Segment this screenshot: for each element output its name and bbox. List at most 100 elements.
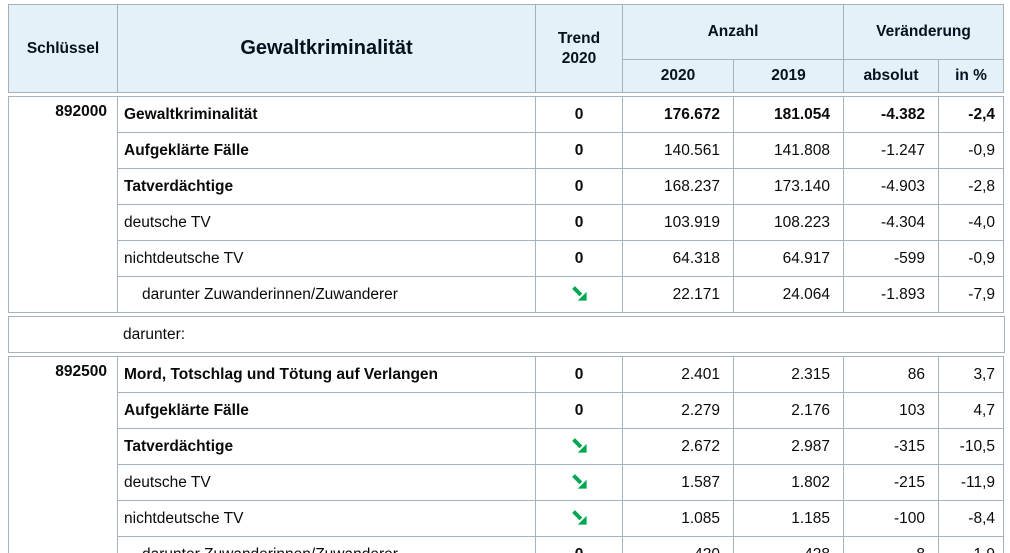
value-2019-cell: 64.917 — [733, 240, 844, 277]
trend-stable-value: 0 — [574, 249, 584, 267]
label-cell: Tatverdächtige — [117, 168, 536, 205]
table-row: 892000 Gewaltkriminalität 0 176.672 181.… — [8, 96, 1004, 313]
trend-cell: 0 — [535, 536, 623, 553]
trend-stable-value: 0 — [574, 365, 584, 383]
value-2019-cell: 173.140 — [733, 168, 844, 205]
change-percent-cell: -11,9 — [938, 464, 1004, 501]
trend-cell: 0 — [535, 132, 623, 169]
value-2019-cell: 1.185 — [733, 500, 844, 537]
table-row: Tatverdächtige 0 168.237 173.140 -4.903 … — [9, 168, 1004, 205]
change-percent-cell: -0,9 — [938, 240, 1004, 277]
section-table-892500: 892500 Mord, Totschlag und Tötung auf Ve… — [8, 356, 1004, 553]
value-2019-cell: 2.315 — [733, 356, 844, 393]
column-header-percent: in % — [938, 59, 1004, 93]
change-absolute-cell: -4.903 — [843, 168, 939, 205]
change-percent-cell: -7,9 — [938, 276, 1004, 313]
label-cell: deutsche TV — [117, 464, 536, 501]
header-row-groups: Schlüssel Gewaltkriminalität Trend 2020 … — [8, 4, 1004, 93]
statistics-page: Schlüssel Gewaltkriminalität Trend 2020 … — [8, 4, 1010, 553]
column-header-trend: Trend 2020 — [535, 4, 623, 93]
change-percent-cell: -10,5 — [938, 428, 1004, 465]
change-percent-cell: 4,7 — [938, 392, 1004, 429]
change-absolute-cell: -315 — [843, 428, 939, 465]
change-percent-cell: -4,0 — [938, 204, 1004, 241]
table-row: nichtdeutsche TV 0 64.318 64.917 -599 -0… — [9, 240, 1004, 277]
value-2019-cell: 141.808 — [733, 132, 844, 169]
trend-cell: 0 — [535, 392, 623, 429]
table-title: Gewaltkriminalität — [117, 4, 536, 93]
trend-down-icon — [571, 438, 587, 453]
trend-stable-value: 0 — [574, 213, 584, 231]
table-row: 892500 Mord, Totschlag und Tötung auf Ve… — [8, 356, 1004, 553]
trend-cell — [535, 428, 623, 465]
change-percent-cell: 3,7 — [938, 356, 1004, 393]
key-cell: 892500 — [8, 356, 118, 553]
trend-down-icon — [571, 510, 587, 525]
value-2019-cell: 108.223 — [733, 204, 844, 241]
change-absolute-cell: -100 — [843, 500, 939, 537]
value-2020-cell: 2.401 — [622, 356, 734, 393]
change-percent-cell: -2,4 — [938, 96, 1004, 133]
trend-cell — [535, 464, 623, 501]
separator-table: darunter: — [8, 316, 1005, 353]
table-row: deutsche TV 1.587 1.802 -215 -11,9 — [9, 464, 1004, 501]
label-cell: Aufgeklärte Fälle — [117, 132, 536, 169]
value-2020-cell: 22.171 — [622, 276, 734, 313]
value-2020-cell: 140.561 — [622, 132, 734, 169]
table-row: darunter Zuwanderinnen/Zuwanderer 22.171… — [9, 276, 1004, 313]
table-row: nichtdeutsche TV 1.085 1.185 -100 -8,4 — [9, 500, 1004, 537]
header-table: Schlüssel Gewaltkriminalität Trend 2020 … — [8, 4, 1004, 93]
trend-stable-value: 0 — [574, 141, 584, 159]
change-absolute-cell: 86 — [843, 356, 939, 393]
trend-cell — [535, 276, 623, 313]
value-2019-cell: 1.802 — [733, 464, 844, 501]
change-absolute-cell: -4.304 — [843, 204, 939, 241]
label-cell: Tatverdächtige — [117, 428, 536, 465]
trend-header-line1: Trend — [557, 30, 601, 48]
section-table-892000: 892000 Gewaltkriminalität 0 176.672 181.… — [8, 96, 1004, 313]
table-row: deutsche TV 0 103.919 108.223 -4.304 -4,… — [9, 204, 1004, 241]
value-2019-cell: 181.054 — [733, 96, 844, 133]
table-row: darunter Zuwanderinnen/Zuwanderer 0 420 … — [9, 536, 1004, 553]
separator-label: darunter: — [8, 316, 1005, 353]
value-2020-cell: 1.085 — [622, 500, 734, 537]
key-cell: 892000 — [8, 96, 118, 313]
trend-cell — [535, 500, 623, 537]
change-absolute-cell: -1.247 — [843, 132, 939, 169]
value-2019-cell: 2.987 — [733, 428, 844, 465]
group-header-change: Veränderung — [843, 4, 1004, 60]
value-2020-cell: 2.279 — [622, 392, 734, 429]
value-2019-cell: 2.176 — [733, 392, 844, 429]
change-absolute-cell: -8 — [843, 536, 939, 553]
value-2020-cell: 168.237 — [622, 168, 734, 205]
change-absolute-cell: -1.893 — [843, 276, 939, 313]
trend-cell: 0 — [535, 168, 623, 205]
value-2020-cell: 420 — [622, 536, 734, 553]
change-absolute-cell: -215 — [843, 464, 939, 501]
table-row: Aufgeklärte Fälle 0 2.279 2.176 103 4,7 — [9, 392, 1004, 429]
value-2020-cell: 103.919 — [622, 204, 734, 241]
table-row: Tatverdächtige 2.672 2.987 -315 -10,5 — [9, 428, 1004, 465]
value-2020-cell: 2.672 — [622, 428, 734, 465]
label-cell: Aufgeklärte Fälle — [117, 392, 536, 429]
change-percent-cell: -2,8 — [938, 168, 1004, 205]
column-header-absolute: absolut — [843, 59, 939, 93]
trend-stable-value: 0 — [574, 177, 584, 195]
change-percent-cell: -1,9 — [938, 536, 1004, 553]
separator-row: darunter: — [8, 316, 1005, 353]
trend-stable-value: 0 — [574, 105, 584, 123]
trend-stable-value: 0 — [575, 546, 584, 553]
label-cell: nichtdeutsche TV — [117, 500, 536, 537]
change-absolute-cell: -4.382 — [843, 96, 939, 133]
change-absolute-cell: 103 — [843, 392, 939, 429]
trend-cell: 0 — [535, 356, 623, 393]
column-header-key: Schlüssel — [8, 4, 118, 93]
value-2019-cell: 24.064 — [733, 276, 844, 313]
change-percent-cell: -8,4 — [938, 500, 1004, 537]
value-2020-cell: 64.318 — [622, 240, 734, 277]
value-2019-cell: 428 — [733, 536, 844, 553]
value-2020-cell: 176.672 — [622, 96, 734, 133]
label-cell: deutsche TV — [117, 204, 536, 241]
trend-header-line2: 2020 — [561, 49, 597, 67]
group-header-count: Anzahl — [622, 4, 844, 60]
